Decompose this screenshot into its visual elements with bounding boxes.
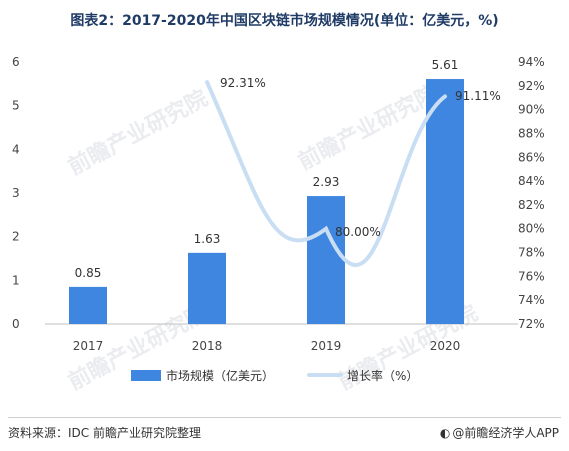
left-tick-label: 2: [12, 230, 20, 244]
left-axis: 0 1 2 3 4 5 6: [12, 55, 20, 331]
right-tick-label: 90%: [518, 103, 545, 117]
legend: 市场规模（亿美元） 增长率（%）: [131, 368, 418, 383]
legend-label-bar: 市场规模（亿美元）: [166, 368, 274, 383]
right-tick-label: 72%: [518, 317, 545, 331]
bar: [188, 252, 226, 324]
left-tick-label: 5: [12, 99, 20, 113]
bar-value-label: 5.61: [432, 58, 459, 72]
category-label: 2019: [311, 339, 342, 353]
bar: [69, 286, 107, 324]
bar-value-label: 2.93: [313, 175, 340, 189]
footer-divider: [8, 417, 561, 418]
line-series: [205, 80, 447, 267]
line-value-label: 92.31%: [220, 76, 266, 90]
bar-value-label: 1.63: [194, 232, 221, 246]
brand-credit: ◐ @前瞻经济学人APP: [440, 424, 559, 441]
left-tick-label: 3: [12, 186, 20, 200]
category-label: 2020: [430, 339, 461, 353]
chart-title: 图表2：2017-2020年中国区块链市场规模情况(单位：亿美元，%): [70, 13, 499, 29]
bar: [307, 196, 345, 324]
right-tick-label: 82%: [518, 198, 545, 212]
brand-label: @前瞻经济学人APP: [452, 426, 559, 440]
right-tick-label: 92%: [518, 79, 545, 93]
qianzhan-logo-icon: ◐: [439, 426, 451, 440]
category-label: 2017: [73, 339, 104, 353]
right-tick-label: 84%: [518, 174, 545, 188]
growth-line: [205, 80, 447, 267]
left-tick-label: 6: [12, 55, 20, 69]
left-tick-label: 4: [12, 142, 20, 156]
category-label: 2018: [192, 339, 223, 353]
right-tick-label: 74%: [518, 293, 545, 307]
right-tick-label: 80%: [518, 222, 545, 236]
right-tick-label: 76%: [518, 269, 545, 283]
line-value-label: 80.00%: [335, 225, 381, 239]
bar: [426, 79, 464, 324]
right-tick-label: 88%: [518, 126, 545, 140]
category-axis: 2017 2018 2019 2020: [73, 339, 461, 353]
right-axis: 72% 74% 76% 78% 80% 82% 84% 86% 88% 90% 92% 94%: [518, 55, 545, 331]
bar-value-label: 0.85: [75, 266, 102, 280]
left-tick-label: 1: [12, 273, 20, 287]
bar-series: [69, 79, 464, 324]
right-tick-label: 86%: [518, 150, 545, 164]
source-note: 资料来源：IDC 前瞻产业研究院整理: [8, 426, 201, 440]
legend-label-line: 增长率（%）: [347, 368, 418, 383]
left-tick-label: 0: [12, 317, 20, 331]
right-tick-label: 78%: [518, 246, 545, 260]
legend-swatch-bar: [131, 370, 161, 381]
line-value-label: 91.11%: [455, 89, 501, 103]
right-tick-label: 94%: [518, 55, 545, 69]
data-labels: 0.85 1.63 2.93 5.61 92.31% 80.00% 91.11%: [75, 58, 501, 280]
